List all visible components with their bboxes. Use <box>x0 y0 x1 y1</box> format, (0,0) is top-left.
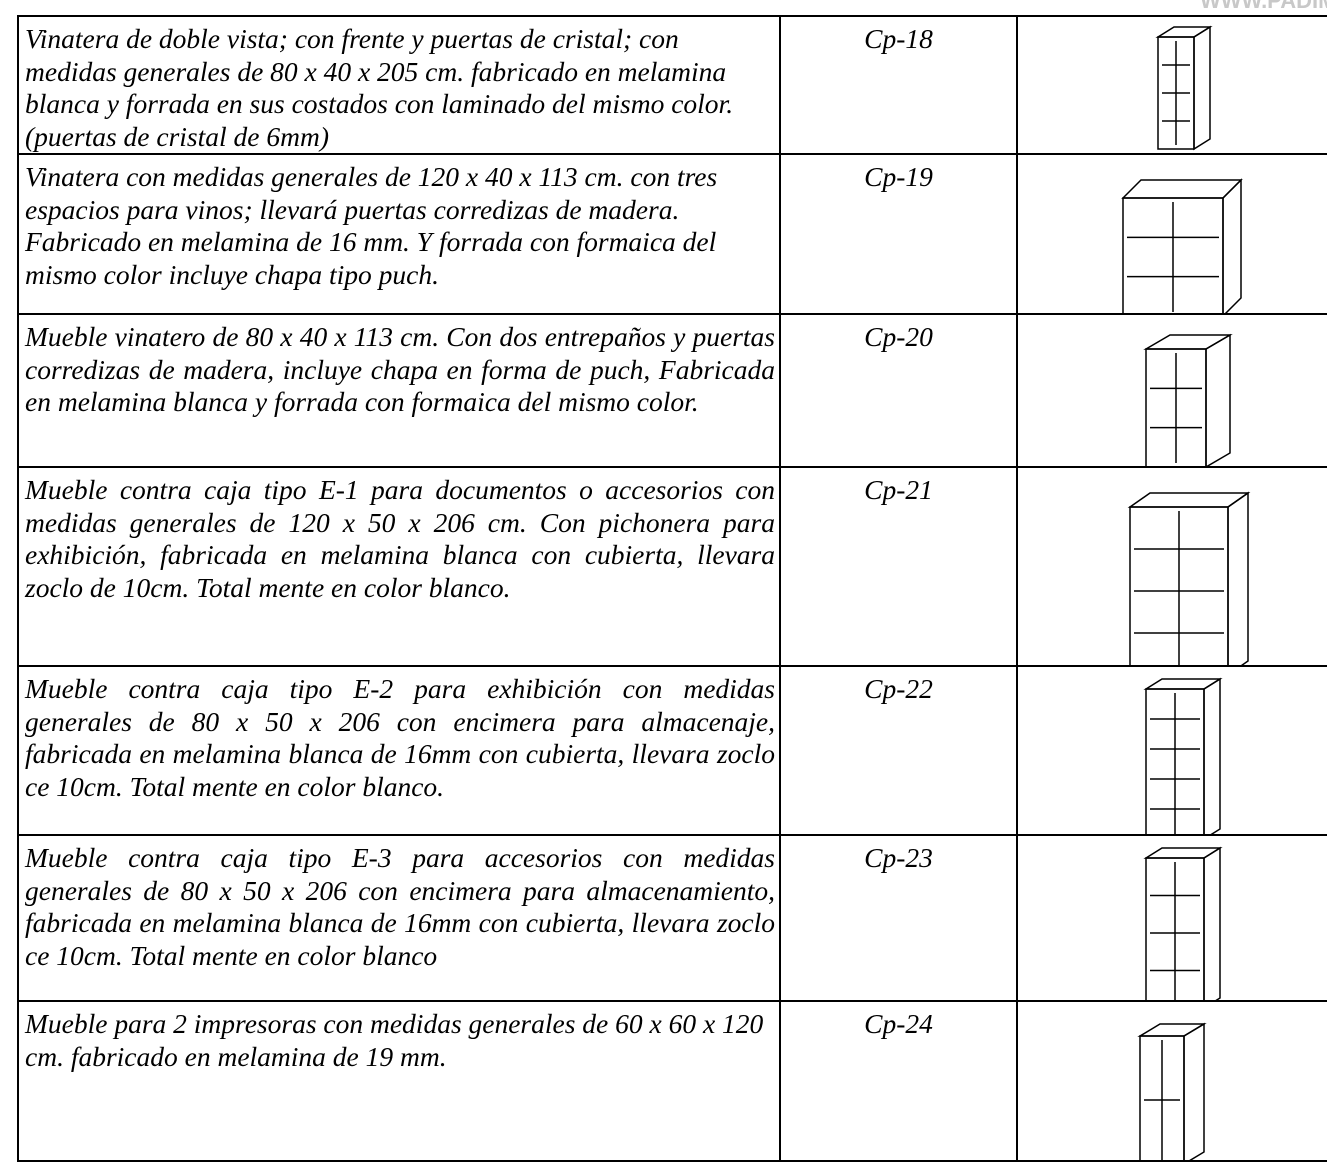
cabinet-top <box>1222 178 1242 313</box>
cabinet-top <box>1203 846 1221 1000</box>
table-row: Mueble para 2 impresoras con medidas gen… <box>17 1000 1327 1162</box>
furniture-drawing <box>1155 25 1213 151</box>
code-cell: Cp-18 <box>779 15 1018 155</box>
description-cell: Vinatera con medidas generales de 120 x … <box>17 153 781 315</box>
code-cell: Cp-20 <box>779 313 1018 468</box>
cabinet-top <box>1205 333 1231 466</box>
image-cell <box>1016 313 1327 468</box>
table-row: Mueble contra caja tipo E-3 para accesor… <box>17 834 1327 1002</box>
code-cell: Cp-21 <box>779 466 1018 667</box>
furniture-drawing <box>1121 178 1243 313</box>
description-cell: Mueble contra caja tipo E-3 para accesor… <box>17 834 781 1002</box>
cabinet-top <box>1183 1022 1205 1160</box>
furniture-drawing <box>1127 491 1251 665</box>
image-cell <box>1016 834 1327 1002</box>
table-row: Vinatera con medidas generales de 120 x … <box>17 153 1327 315</box>
furniture-drawing <box>1143 846 1223 1000</box>
furniture-drawing <box>1143 677 1223 834</box>
table-row: Mueble vinatero de 80 x 40 x 113 cm. Con… <box>17 313 1327 468</box>
table-row: Mueble contra caja tipo E-2 para exhibic… <box>17 665 1327 836</box>
image-cell <box>1016 153 1327 315</box>
furniture-drawing <box>1143 333 1233 466</box>
cabinet-top <box>1203 677 1221 834</box>
image-cell <box>1016 466 1327 667</box>
image-cell <box>1016 15 1327 155</box>
image-cell <box>1016 1000 1327 1162</box>
description-cell: Mueble contra caja tipo E-2 para exhibic… <box>17 665 781 836</box>
cabinet-top <box>1227 491 1249 665</box>
description-cell: Mueble contra caja tipo E-1 para documen… <box>17 466 781 667</box>
description-cell: Vinatera de doble vista; con frente y pu… <box>17 15 781 155</box>
cabinet-top <box>1143 847 1223 859</box>
code-cell: Cp-24 <box>779 1000 1018 1162</box>
code-cell: Cp-22 <box>779 665 1018 836</box>
description-cell: Mueble vinatero de 80 x 40 x 113 cm. Con… <box>17 313 781 468</box>
description-cell: Mueble para 2 impresoras con medidas gen… <box>17 1000 781 1162</box>
furniture-drawing <box>1137 1022 1207 1160</box>
cabinet-top <box>1143 678 1223 690</box>
table-row: Mueble contra caja tipo E-1 para documen… <box>17 466 1327 667</box>
cabinet-top <box>1121 179 1243 199</box>
table-row: Vinatera de doble vista; con frente y pu… <box>17 15 1327 155</box>
code-cell: Cp-23 <box>779 834 1018 1002</box>
image-cell <box>1016 665 1327 836</box>
code-cell: Cp-19 <box>779 153 1018 315</box>
watermark: WWW.PADIMSA <box>1199 0 1327 13</box>
product-table: Vinatera de doble vista; con frente y pu… <box>17 15 1327 1162</box>
cabinet-top <box>1193 25 1211 151</box>
